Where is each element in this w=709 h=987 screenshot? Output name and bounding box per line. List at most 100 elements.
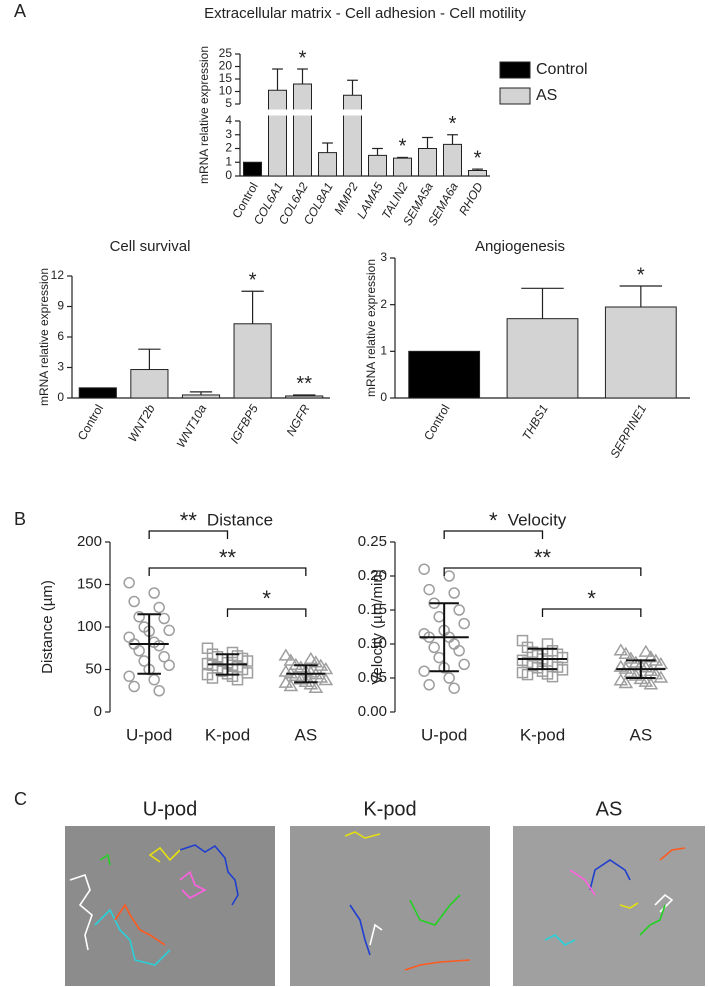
y-tick-label: 15 <box>219 71 233 85</box>
point <box>623 665 639 678</box>
point <box>638 644 654 657</box>
significance-bracket <box>226 608 307 617</box>
y-tick-label: 20 <box>219 59 233 73</box>
point <box>453 604 465 616</box>
point <box>546 670 559 683</box>
bar <box>268 89 287 177</box>
significance: ** <box>219 545 237 570</box>
y-axis-label: Distance (µm) <box>39 580 56 674</box>
y-tick-label: 0.10 <box>358 635 387 652</box>
y-tick-label: 0 <box>57 390 64 404</box>
chart-title: Cell survival <box>110 238 191 255</box>
y-tick-label: 0 <box>225 168 232 182</box>
point <box>288 668 304 682</box>
significance: * <box>637 264 645 286</box>
x-tick-label: IGFBP5 <box>227 402 261 446</box>
x-tick-label: WNT10a <box>174 402 210 450</box>
significance: * <box>249 270 257 292</box>
image-title: AS <box>596 798 623 820</box>
y-axis-label: mRNA relative expression <box>37 268 51 406</box>
point <box>443 672 455 684</box>
point <box>153 601 165 614</box>
bar <box>318 152 337 177</box>
significance-bracket <box>148 530 229 539</box>
point <box>308 680 324 693</box>
point <box>278 675 294 688</box>
chart-title: Distance <box>207 510 273 529</box>
y-tick-label: 4 <box>225 113 232 127</box>
y-tick-label: 150 <box>77 575 102 592</box>
y-tick-label: 50 <box>85 660 102 677</box>
significance: * <box>489 508 498 533</box>
x-tick-label: THBS1 <box>519 402 550 443</box>
point <box>428 641 440 654</box>
point <box>158 651 170 663</box>
y-tick-label: 6 <box>57 329 64 343</box>
point <box>613 643 629 656</box>
legend-swatch <box>499 87 531 105</box>
point <box>433 611 445 623</box>
x-tick-label: Control <box>421 402 452 443</box>
point <box>241 667 254 679</box>
y-axis-label: mRNA relative expression <box>364 259 378 397</box>
point <box>423 679 435 691</box>
y-tick-label: 10 <box>219 84 233 98</box>
point <box>123 577 135 589</box>
panel-label: B <box>14 509 26 529</box>
y-tick-label: 0.20 <box>358 567 387 584</box>
significance-bracket <box>443 530 544 539</box>
point <box>448 638 460 650</box>
x-tick-label: AS <box>294 725 317 744</box>
point <box>308 655 324 668</box>
x-tick-label: NGFR <box>283 402 312 439</box>
point <box>643 663 659 676</box>
significance-bracket <box>443 567 642 576</box>
point <box>153 639 165 652</box>
image-title: U-pod <box>143 798 197 820</box>
point <box>458 658 470 671</box>
y-tick-label: 1 <box>225 154 232 168</box>
point <box>283 679 299 692</box>
bar <box>418 148 437 177</box>
bar <box>468 170 487 177</box>
point <box>148 587 160 599</box>
chart-title: Extracellular matrix - Cell adhesion - C… <box>204 5 526 22</box>
point <box>418 665 430 677</box>
point <box>618 646 634 659</box>
point <box>128 595 140 608</box>
significance: ** <box>296 373 312 395</box>
point <box>158 612 170 625</box>
y-tick-label: 3 <box>380 250 387 264</box>
significance: * <box>587 586 596 611</box>
point <box>433 651 445 664</box>
bar <box>78 387 117 399</box>
point <box>418 563 430 575</box>
y-tick-label: 0 <box>94 703 102 720</box>
significance: ** <box>180 508 198 533</box>
y-tick-label: 100 <box>77 618 102 635</box>
point <box>448 587 460 599</box>
x-tick-label: AS <box>629 725 652 744</box>
point <box>638 660 654 673</box>
y-tick-label: 5 <box>225 96 232 110</box>
panel-label: C <box>14 789 27 809</box>
image-title: K-pod <box>363 798 416 820</box>
y-tick-label: 0.00 <box>358 703 387 720</box>
point <box>128 680 140 693</box>
point <box>453 645 465 657</box>
point <box>206 672 219 684</box>
point <box>303 677 319 690</box>
significance: ** <box>534 545 552 570</box>
point <box>163 659 175 671</box>
chart-title: Velocity <box>508 510 567 529</box>
bar <box>181 394 221 399</box>
significance: * <box>299 47 307 69</box>
y-tick-label: 12 <box>51 268 65 282</box>
bar <box>408 350 481 399</box>
point <box>443 570 455 582</box>
y-axis-label: mRNA relative expression <box>197 46 211 184</box>
point <box>133 645 145 657</box>
y-tick-label: 0.25 <box>358 533 387 550</box>
point <box>123 631 135 643</box>
